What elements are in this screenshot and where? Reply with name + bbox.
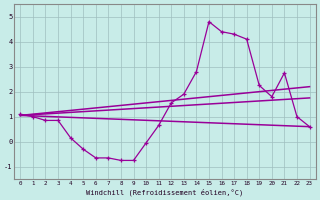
X-axis label: Windchill (Refroidissement éolien,°C): Windchill (Refroidissement éolien,°C) xyxy=(86,188,244,196)
